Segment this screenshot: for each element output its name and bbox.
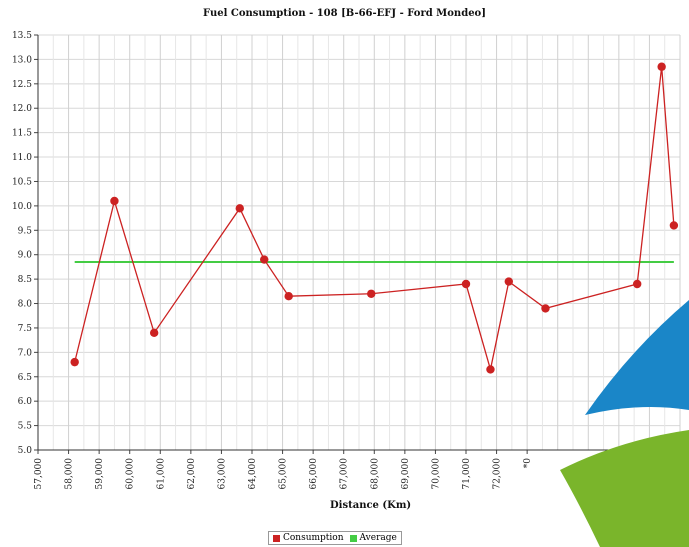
- x-tick-label: 61,000: [156, 458, 166, 490]
- x-tick-label: 69,000: [401, 458, 411, 490]
- x-tick-label: 58,000: [65, 458, 75, 490]
- x-tick-label: 57,000: [34, 458, 44, 490]
- legend-label-average: Average: [359, 533, 397, 543]
- data-point-consumption: [461, 279, 471, 289]
- x-tick-label: 64,000: [248, 458, 258, 490]
- chart-title: Fuel Consumption - 108 [B-66-EFJ - Ford …: [203, 8, 486, 19]
- legend-swatch-consumption: [273, 534, 280, 542]
- x-tick-label: 70,000: [431, 458, 441, 490]
- y-tick-label: 11.0: [12, 153, 32, 163]
- legend-swatch-average: [349, 534, 357, 542]
- x-tick-label: 60,000: [126, 458, 136, 490]
- x-tick-label: 71,000: [462, 458, 472, 490]
- x-tick-label: 66,000: [309, 458, 319, 490]
- legend-label-consumption: Consumption: [283, 533, 344, 543]
- y-tick-label: 12.0: [12, 104, 32, 114]
- x-tick-label: 67,000: [340, 458, 350, 490]
- y-tick-label: 13.0: [12, 55, 32, 65]
- x-axis-title: Distance (Km): [330, 500, 412, 511]
- x-tick-label: 72,000: [493, 458, 503, 490]
- axes: [34, 34, 680, 454]
- series: [70, 62, 679, 374]
- y-tick-label: 7.5: [18, 324, 33, 334]
- data-point-consumption: [260, 255, 269, 264]
- data-point-consumption: [633, 279, 642, 289]
- data-point-consumption: [657, 62, 666, 71]
- y-tick-label: 10.0: [12, 202, 32, 212]
- data-point-consumption: [669, 221, 679, 230]
- logo-green-swoosh: [560, 430, 689, 547]
- data-point-consumption: [486, 365, 495, 374]
- data-point-consumption: [110, 196, 119, 206]
- x-tick-label: 59,000: [95, 458, 105, 490]
- y-tick-label: 9.0: [18, 251, 33, 261]
- data-point-consumption: [149, 328, 159, 338]
- legend-item-average: Average: [349, 533, 397, 543]
- x-tick-label: 62,000: [187, 458, 197, 490]
- x-tick-label: *0: [523, 458, 533, 469]
- data-point-consumption: [541, 304, 550, 313]
- data-point-consumption: [504, 277, 513, 286]
- logo-blue-swoosh: [585, 300, 689, 415]
- y-tick-label: 5.0: [18, 446, 33, 456]
- y-tick-label: 5.5: [18, 422, 33, 432]
- y-tick-label: 7.0: [18, 348, 33, 358]
- x-tick-labels: 57,000 58,000 59,000 60,000 61,000 62,000 63,0…: [34, 458, 533, 490]
- y-tick-label: 9.5: [18, 226, 33, 236]
- y-tick-label: 11.5: [12, 129, 32, 139]
- y-tick-label: 6.5: [18, 373, 33, 383]
- data-point-consumption: [284, 292, 293, 301]
- x-tick-label: 63,000: [217, 458, 227, 490]
- data-point-consumption: [235, 204, 244, 213]
- data-point-consumption: [367, 289, 376, 298]
- series-line-consumption: [74, 66, 675, 370]
- y-tick-label: 13.5: [12, 31, 32, 41]
- y-tick-label: 6.0: [18, 397, 33, 407]
- y-tick-labels: 5.0 5.5 6.0 6.5 7.0 7.5 8.0 8.5 9.0 9.5 10.0 10.5 11…: [12, 31, 32, 456]
- y-tick-label: 8.5: [18, 275, 33, 285]
- logo-watermark: [560, 300, 689, 547]
- legend-item-consumption: Consumption: [273, 533, 344, 543]
- x-tick-label: 65,000: [279, 458, 289, 490]
- x-tick-label: 68,000: [370, 458, 380, 490]
- y-tick-label: 12.5: [12, 80, 32, 90]
- y-tick-label: 8.0: [18, 300, 33, 310]
- y-tick-label: 10.5: [12, 177, 32, 187]
- legend: Consumption Average: [268, 531, 402, 545]
- data-point-consumption: [70, 357, 79, 367]
